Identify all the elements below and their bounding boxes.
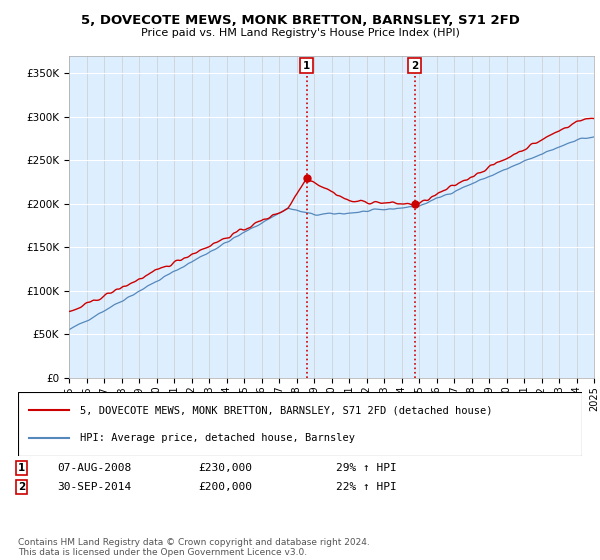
Text: 22% ↑ HPI: 22% ↑ HPI: [336, 482, 397, 492]
Text: Price paid vs. HM Land Registry's House Price Index (HPI): Price paid vs. HM Land Registry's House …: [140, 28, 460, 38]
Text: 07-AUG-2008: 07-AUG-2008: [57, 463, 131, 473]
Text: 1: 1: [303, 61, 310, 71]
Text: £230,000: £230,000: [198, 463, 252, 473]
Text: 5, DOVECOTE MEWS, MONK BRETTON, BARNSLEY, S71 2FD: 5, DOVECOTE MEWS, MONK BRETTON, BARNSLEY…: [80, 14, 520, 27]
Text: 1: 1: [18, 463, 25, 473]
Text: Contains HM Land Registry data © Crown copyright and database right 2024.
This d: Contains HM Land Registry data © Crown c…: [18, 538, 370, 557]
Text: 5, DOVECOTE MEWS, MONK BRETTON, BARNSLEY, S71 2FD (detached house): 5, DOVECOTE MEWS, MONK BRETTON, BARNSLEY…: [80, 405, 493, 415]
Text: HPI: Average price, detached house, Barnsley: HPI: Average price, detached house, Barn…: [80, 433, 355, 444]
Text: £200,000: £200,000: [198, 482, 252, 492]
Text: 2: 2: [18, 482, 25, 492]
Point: [410, 199, 419, 208]
Text: 29% ↑ HPI: 29% ↑ HPI: [336, 463, 397, 473]
Text: 2: 2: [411, 61, 418, 71]
Point: [302, 174, 311, 183]
Text: 30-SEP-2014: 30-SEP-2014: [57, 482, 131, 492]
